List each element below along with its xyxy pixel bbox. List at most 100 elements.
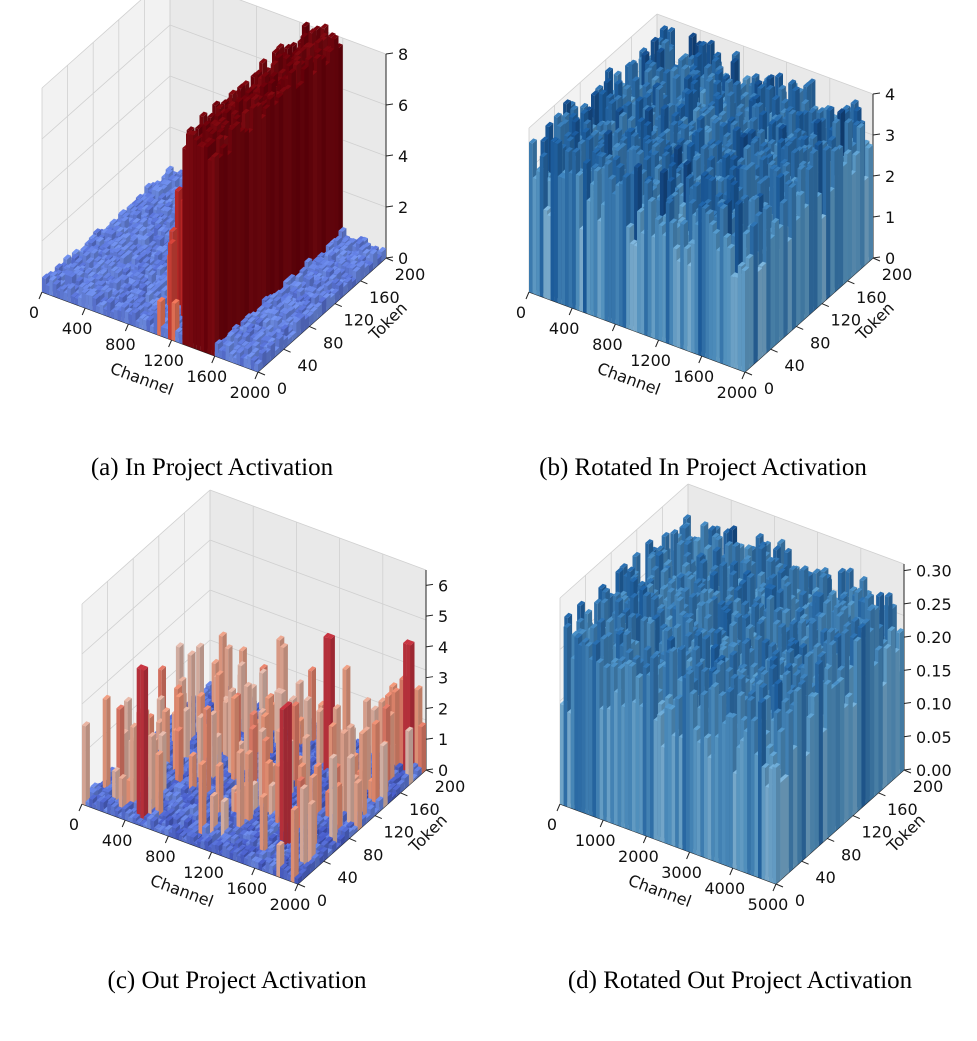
bar bbox=[70, 295, 75, 304]
bar bbox=[156, 202, 165, 208]
bar bbox=[165, 169, 173, 175]
bar bbox=[141, 212, 149, 218]
bar bbox=[321, 56, 326, 262]
bar bbox=[312, 71, 318, 269]
bar bbox=[171, 176, 180, 182]
bar bbox=[112, 225, 121, 231]
bar bbox=[142, 319, 147, 331]
bar bbox=[60, 288, 64, 300]
bar bbox=[253, 104, 258, 322]
bar bbox=[133, 210, 142, 216]
bar bbox=[49, 279, 53, 296]
bar bbox=[135, 193, 144, 199]
bar bbox=[240, 128, 245, 334]
bar bbox=[165, 198, 174, 204]
bar bbox=[158, 193, 166, 199]
bar bbox=[146, 319, 150, 332]
bar bbox=[295, 85, 301, 284]
bar bbox=[300, 81, 305, 281]
bar bbox=[139, 226, 147, 232]
bar bbox=[266, 105, 271, 311]
bar bbox=[114, 309, 118, 320]
bar bbox=[287, 85, 292, 292]
bar bbox=[274, 101, 279, 303]
bar bbox=[338, 44, 343, 246]
bar bbox=[150, 198, 159, 205]
bar bbox=[308, 56, 313, 273]
bar bbox=[121, 212, 130, 218]
bar bbox=[132, 311, 136, 327]
bar bbox=[101, 228, 109, 234]
bar bbox=[144, 182, 153, 188]
bar bbox=[330, 48, 335, 254]
bar bbox=[121, 216, 129, 222]
bar bbox=[52, 283, 57, 298]
bar bbox=[164, 201, 173, 207]
bar bbox=[132, 217, 141, 223]
bar bbox=[135, 224, 144, 230]
bar bbox=[78, 297, 82, 307]
bar bbox=[164, 328, 168, 339]
bar bbox=[283, 88, 288, 296]
bar bbox=[151, 185, 160, 191]
bar bbox=[131, 222, 140, 228]
bar bbox=[63, 292, 68, 302]
bar bbox=[139, 217, 148, 223]
bar bbox=[141, 205, 150, 211]
bar bbox=[160, 326, 165, 338]
bar bbox=[151, 213, 160, 219]
bar bbox=[42, 277, 46, 294]
bar bbox=[147, 194, 156, 200]
bar bbox=[131, 228, 140, 234]
bar bbox=[106, 301, 111, 318]
bar bbox=[163, 180, 172, 186]
bar bbox=[236, 122, 241, 338]
bar bbox=[270, 95, 275, 307]
bar bbox=[171, 302, 176, 342]
bar bbox=[304, 66, 309, 277]
bar bbox=[145, 205, 154, 211]
bar bbox=[129, 210, 138, 216]
bar bbox=[138, 201, 147, 207]
bar bbox=[154, 218, 163, 224]
bar bbox=[56, 289, 60, 299]
bar bbox=[92, 297, 96, 312]
bar bbox=[118, 210, 126, 216]
bar bbox=[160, 179, 168, 185]
bar bbox=[109, 218, 118, 224]
bar bbox=[168, 174, 176, 180]
bar bbox=[248, 129, 254, 326]
bar bbox=[148, 212, 157, 218]
bar bbox=[128, 313, 132, 326]
bar bbox=[143, 197, 151, 203]
bar bbox=[291, 69, 296, 288]
bar bbox=[88, 295, 93, 311]
bar bbox=[117, 310, 122, 322]
bar bbox=[135, 198, 144, 204]
bar bbox=[168, 242, 172, 340]
bar bbox=[104, 228, 113, 234]
bar bbox=[166, 217, 175, 223]
bar bbox=[261, 115, 266, 315]
bar bbox=[126, 203, 135, 209]
bar bbox=[151, 217, 160, 223]
bar bbox=[325, 62, 330, 258]
bar bbox=[165, 165, 174, 171]
bar bbox=[130, 206, 139, 212]
bar bbox=[99, 304, 104, 315]
bar bbox=[146, 224, 155, 230]
bar bbox=[334, 35, 339, 250]
bar bbox=[278, 94, 284, 299]
bar bbox=[157, 300, 161, 336]
bar bbox=[124, 311, 129, 324]
bar bbox=[81, 291, 86, 308]
bar bbox=[139, 317, 143, 330]
bar bbox=[116, 226, 124, 232]
bar bbox=[317, 55, 322, 265]
bar bbox=[155, 186, 164, 192]
bar bbox=[153, 312, 158, 335]
bar bbox=[257, 103, 262, 319]
bar bbox=[93, 228, 102, 234]
